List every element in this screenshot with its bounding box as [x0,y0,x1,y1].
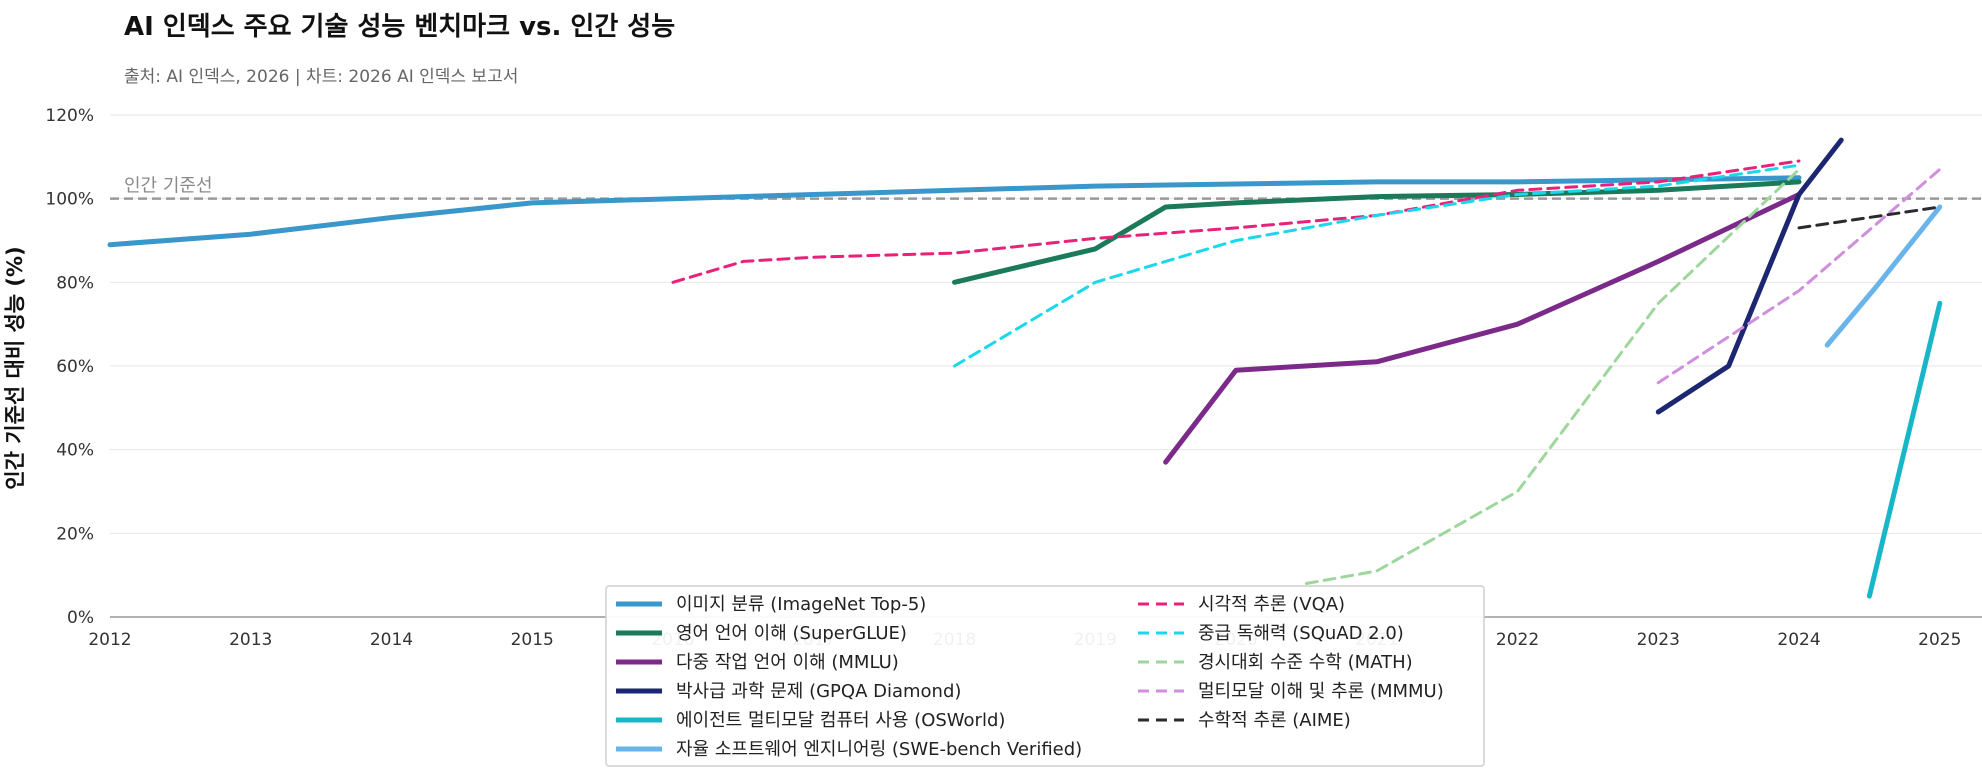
x-tick-label: 2023 [1637,630,1680,650]
y-tick-label: 60% [56,357,94,377]
y-tick-label: 120% [45,106,94,126]
y-tick-label: 20% [56,524,94,544]
human-baseline-label: 인간 기준선 [124,176,213,197]
chart-title: AI 인덱스 주요 기술 성능 벤치마크 vs. 인간 성능 [124,12,676,42]
legend-item-label: 영어 언어 이해 (SuperGLUE) [676,623,907,644]
legend-item-label: 수학적 추론 (AIME) [1198,710,1351,731]
legend-item-label: 자율 소프트웨어 엔지니어링 (SWE-bench Verified) [676,739,1082,760]
series-line-2 [1163,192,1802,465]
chart-subtitle: 출처: AI 인덱스, 2026 | 차트: 2026 AI 인덱스 보고서 [124,67,519,87]
y-axis-label: 인간 기준선 대비 성능 (%) [3,246,27,489]
x-tick-label: 2025 [1918,630,1961,650]
y-tick-label: 40% [56,441,94,461]
series-line-10 [1797,205,1942,230]
x-tick-label: 2024 [1777,630,1820,650]
series-line-8 [1304,167,1801,585]
legend-item-label: 다중 작업 언어 이해 (MMLU) [676,652,899,673]
x-tick-label: 2012 [88,630,131,650]
y-tick-label: 80% [56,273,94,293]
series-line-3 [1655,137,1844,415]
series-line-5 [1824,204,1943,348]
x-tick-label: 2014 [370,630,413,650]
series-line-9 [1656,167,1942,385]
legend-item-label: 박사급 과학 문제 (GPQA Diamond) [676,681,961,702]
legend-item-label: 이미지 분류 (ImageNet Top-5) [676,594,926,615]
legend-box [605,585,1485,767]
series-line-4 [1866,300,1943,599]
legend-item-label: 중급 독해력 (SQuAD 2.0) [1198,623,1404,644]
y-tick-label: 0% [67,608,94,628]
series-line-6 [671,159,1801,284]
y-tick-label: 100% [45,190,94,210]
reference-layer: 인간 기준선 [110,176,1982,200]
series-line-0 [107,175,1802,248]
x-tick-label: 2022 [1496,630,1539,650]
series-line-1 [952,179,1802,285]
legend-item-label: 시각적 추론 (VQA) [1198,594,1345,615]
x-tick-label: 2013 [229,630,272,650]
series-layer [107,137,1943,599]
legend-item-label: 에이전트 멀티모달 컴퓨터 사용 (OSWorld) [676,710,1005,731]
legend-item-label: 경시대회 수준 수학 (MATH) [1198,652,1413,673]
legend: 이미지 분류 (ImageNet Top-5) 영어 언어 이해 (SuperGL… [605,585,1485,767]
series-line-7 [953,163,1801,368]
x-tick-label: 2015 [511,630,554,650]
legend-item-label: 멀티모달 이해 및 추론 (MMMU) [1198,681,1444,702]
